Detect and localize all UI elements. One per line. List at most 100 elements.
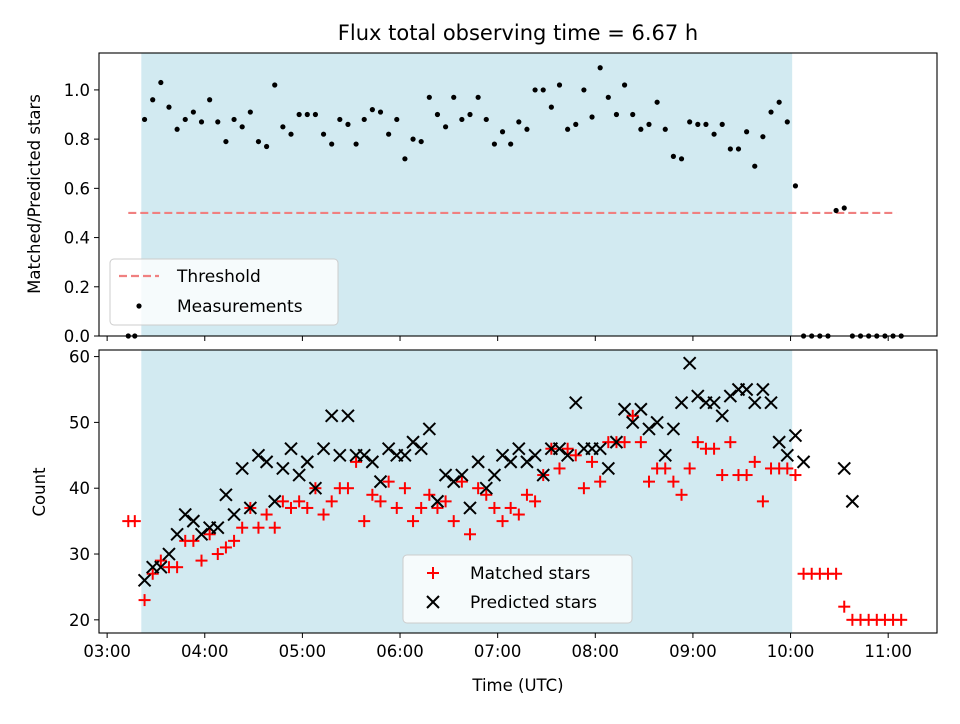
- matched-star-point: [708, 442, 721, 455]
- measurement-point: [621, 82, 628, 88]
- measurement-point: [377, 109, 384, 115]
- predicted-star-point: [601, 461, 616, 476]
- matched-star-point: [439, 495, 452, 508]
- top-y-tick-label: 0.6: [64, 179, 90, 198]
- x-tick-label: 08:00: [572, 642, 620, 661]
- predicted-star-point: [650, 415, 664, 430]
- matched-star-point: [398, 482, 411, 495]
- predicted-star-point: [691, 389, 705, 403]
- measurement-point: [158, 79, 164, 86]
- predicted-star-point: [723, 389, 738, 403]
- measurement-point: [394, 116, 400, 123]
- matched-star-point: [748, 455, 761, 468]
- predicted-star-point: [463, 501, 477, 515]
- measurement-point: [670, 153, 676, 159]
- predicted-star-point: [609, 435, 624, 449]
- bottom-y-tick-label: 20: [69, 611, 90, 630]
- bottom-legend-box: [402, 554, 633, 624]
- matched-star-point: [203, 528, 216, 541]
- measurement-point: [727, 146, 733, 152]
- top-x-ticks: [106, 336, 889, 341]
- matched-star-point: [561, 442, 574, 455]
- matched-star-point: [586, 455, 599, 468]
- bottom-y-tick-label: 60: [69, 348, 90, 367]
- top-axes-frame: [98, 52, 938, 337]
- measurement-point: [719, 121, 725, 127]
- matched-star-point: [317, 508, 330, 521]
- measurement-point: [662, 126, 668, 132]
- predicted-star-point: [170, 527, 184, 541]
- measurement-point: [630, 111, 636, 118]
- measurement-point: [150, 97, 156, 103]
- legend-predicted-swatch: [426, 595, 440, 609]
- predicted-star-point: [788, 428, 803, 443]
- bottom-y-axis-label: Count: [30, 467, 49, 517]
- bottom-legend: Matched stars Predicted stars: [402, 554, 633, 624]
- matched-star-point: [154, 554, 167, 567]
- matched-star-point: [642, 475, 655, 488]
- matched-star-point: [463, 528, 476, 541]
- measurement-point: [744, 129, 750, 135]
- matched-star-point: [683, 462, 696, 475]
- predicted-star-point: [422, 422, 437, 436]
- measurement-point: [776, 99, 782, 105]
- legend-predicted-label: Predicted stars: [470, 593, 597, 613]
- predicted-star-point: [447, 474, 461, 489]
- x-tick-label: 09:00: [669, 642, 717, 661]
- predicted-star-point: [284, 442, 298, 456]
- matched-star-point: [504, 501, 517, 514]
- predicted-star-point: [259, 455, 274, 469]
- matched-star-point: [211, 548, 224, 561]
- matched-star-point: [496, 515, 509, 528]
- matched-star-point: [626, 409, 639, 422]
- matched-star-point: [187, 534, 200, 547]
- x-tick-label: 10:00: [767, 642, 815, 661]
- measurement-point: [638, 126, 644, 132]
- predicted-star-point: [658, 448, 672, 463]
- predicted-star-point: [780, 448, 795, 463]
- measurement-point: [768, 109, 774, 115]
- bottom-panel: 20 30 40 50 60 03:00 04:00 05:00 06:00 07:00 08:0…: [30, 348, 938, 695]
- predicted-star-point: [268, 494, 282, 509]
- predicted-star-point: [674, 395, 689, 410]
- matched-star-point: [667, 475, 680, 488]
- predicted-star-point: [748, 395, 762, 410]
- predicted-star-point: [276, 461, 290, 476]
- matched-star-point: [724, 436, 737, 449]
- measurement-point: [605, 94, 611, 100]
- matched-star-point: [268, 521, 281, 534]
- bottom-x-axis: 03:00 04:00 05:00 06:00 07:00 08:00 09:00 10:00…: [83, 633, 912, 661]
- measurement-point: [402, 156, 408, 162]
- predicted-star-point: [569, 395, 583, 410]
- matched-star-point: [301, 501, 314, 514]
- predicted-star-point: [438, 468, 453, 482]
- measurement-point: [231, 116, 237, 123]
- measurement-point: [345, 121, 351, 127]
- measurement-point: [353, 141, 359, 147]
- matched-star-point: [171, 561, 184, 574]
- predicted-star-point: [300, 455, 314, 469]
- measurement-point: [410, 136, 416, 142]
- measurement-point: [255, 138, 262, 145]
- measurement-point: [597, 65, 603, 71]
- matched-star-point: [407, 515, 420, 528]
- x-tick-label: 07:00: [474, 642, 522, 661]
- predicted-star-point: [292, 468, 306, 482]
- matched-star-point: [431, 501, 444, 514]
- predicted-star-point: [251, 448, 266, 463]
- predicted-star-point: [430, 494, 445, 509]
- matched-star-point: [618, 436, 631, 449]
- predicted-star-point: [845, 494, 860, 509]
- matched-star-point: [341, 482, 354, 495]
- matched-star-point: [512, 508, 525, 521]
- predicted-star-point: [308, 481, 323, 495]
- matched-star-point: [350, 455, 363, 468]
- measurement-point: [573, 121, 579, 127]
- matched-star-point: [480, 488, 493, 501]
- measurement-point: [426, 94, 432, 100]
- predicted-star-point: [495, 448, 510, 463]
- matched-star-point: [594, 475, 607, 488]
- matched-star-point: [756, 495, 769, 508]
- measurement-point: [548, 104, 554, 110]
- measurement-point: [516, 119, 522, 125]
